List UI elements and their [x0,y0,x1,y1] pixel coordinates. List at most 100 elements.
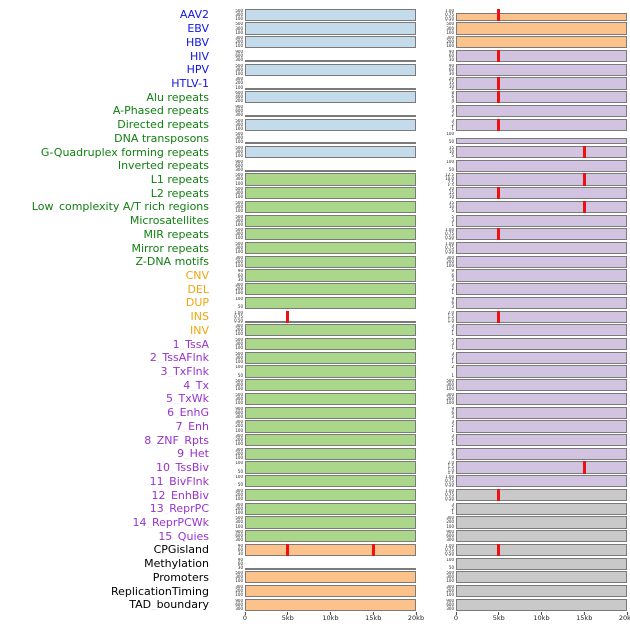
panel-fill [456,77,627,90]
feature-row: EBV 500 300 100 500 300 100 [4,22,630,36]
y-tick-label: 1 [451,372,454,378]
y-tick-label: 3 [451,324,454,329]
y-tick-label: 300 [235,488,243,493]
row-label: 5_TxWk [166,393,209,405]
yticks-left: 500 300 100 [209,173,245,185]
panel-fill [456,434,627,447]
y-tick-label: 12.5 [445,173,454,178]
x-tick-label: 15kb [365,613,382,622]
yticks-right: 300 200 100 [416,393,456,405]
y-tick-label: 100 [446,159,454,164]
row-label: L2 repeats [150,187,209,199]
y-tick-label: 1 [451,221,454,227]
y-tick-label: 500 [235,351,243,356]
panel-left [245,379,416,392]
row-label: HBV [185,36,209,48]
y-tick-label: 100 [235,427,243,433]
row-label: Methylation [144,558,209,570]
y-tick-label: 500 [235,214,243,219]
yticks-left: 900 600 300 [209,599,245,611]
x-tick: 0 [454,611,458,623]
y-tick-label: 100 [235,70,243,76]
panel-right [456,145,627,159]
y-tick-label: 3 [451,413,454,419]
yticks-left: 300 200 100 [209,489,245,501]
panel-fill [456,187,627,200]
row-label: 12_EnhBiv [151,489,209,501]
x-tick-label: 20kb [407,613,425,622]
y-tick-label: 300 [446,574,454,580]
panel-fill [245,488,416,502]
y-tick-label: 600 [235,409,243,415]
panel-fill [245,63,416,76]
y-tick-label: 100 [446,43,454,49]
x-tick-label: 20kb [618,613,630,622]
yticks-left: 500 300 100 [209,64,245,76]
y-tick-label: 100 [446,557,454,562]
feature-row: Methylation 90 60 30 100 50 [4,557,630,571]
panel-right [456,173,627,186]
panel-right [456,461,627,474]
yticks-right: 2015105 [416,77,456,89]
y-tick-label: 300 [235,413,243,419]
y-tick-label: 100 [235,592,243,598]
x-axis: 0 5kb 10kb 15kb 20kb [243,611,424,628]
y-tick-label: 6 [451,450,454,456]
panel-fill [245,228,416,241]
y-tick-label: 300 [446,537,454,543]
feature-row: ReplicationTiming 300 200 100 300 200 100 [4,584,630,598]
x-tick-mark [455,611,457,615]
panel-fill [456,118,627,131]
y-tick-label: 60 [237,546,243,552]
feature-row: 15_Quies 900 600 300 900 600 300 [4,529,630,543]
yticks-right: 8642 [416,91,456,103]
y-tick-label: 5 [451,208,454,214]
yticks-left: 500 300 100 [209,146,245,158]
panel-fill [245,255,416,268]
y-tick-label: 600 [235,53,243,59]
y-tick-label: 0.50 [445,15,454,21]
x-tick-mark [415,611,417,615]
y-tick-label: 300 [235,584,243,589]
row-label: 4_Tx [183,379,209,391]
panel-fill [245,187,416,200]
x-tick: 20kb [618,611,630,623]
y-tick-label: 15 [448,190,454,196]
y-tick-label: 3 [451,107,454,113]
yticks-left: 300 200 100 [209,324,245,336]
y-tick-label: 100 [235,400,243,406]
row-label: MIR repeats [143,228,209,240]
x-tick-mark [287,611,289,615]
y-tick-label: 100 [235,509,243,515]
panel-fill [245,447,416,460]
panel-left [245,488,416,502]
panel-fill [245,173,416,186]
x-tick: 20kb [407,611,425,623]
y-tick-label: 500 [235,571,243,576]
panel-fill [245,214,416,227]
panel-right [456,598,627,611]
y-tick-label: 100 [446,132,454,137]
row-label: Microsatellites [129,215,209,227]
panel-right [456,447,627,460]
panel-fill [245,241,416,255]
highlight-spike [497,488,501,502]
y-tick-label: 0.50 [445,550,454,556]
panel-left [245,118,416,131]
y-tick-label: 300 [446,255,454,260]
panel-right [456,379,627,392]
y-tick-label: 0.75 [445,244,454,250]
y-tick-label: 100 [235,496,243,502]
panel-right [456,91,627,104]
yticks-left: 600 400 200 [209,91,245,103]
y-tick-label: 100 [235,454,243,460]
row-label: CPGisland [153,544,209,556]
y-tick-label: 3 [451,502,454,507]
feature-row: DNA transposons 500 300 100 100 50 [4,131,630,145]
panel-left [245,36,416,49]
yticks-right: 300 200 100 [416,256,456,268]
y-tick-label: 0.75 [445,491,454,497]
highlight-spike [582,145,586,159]
